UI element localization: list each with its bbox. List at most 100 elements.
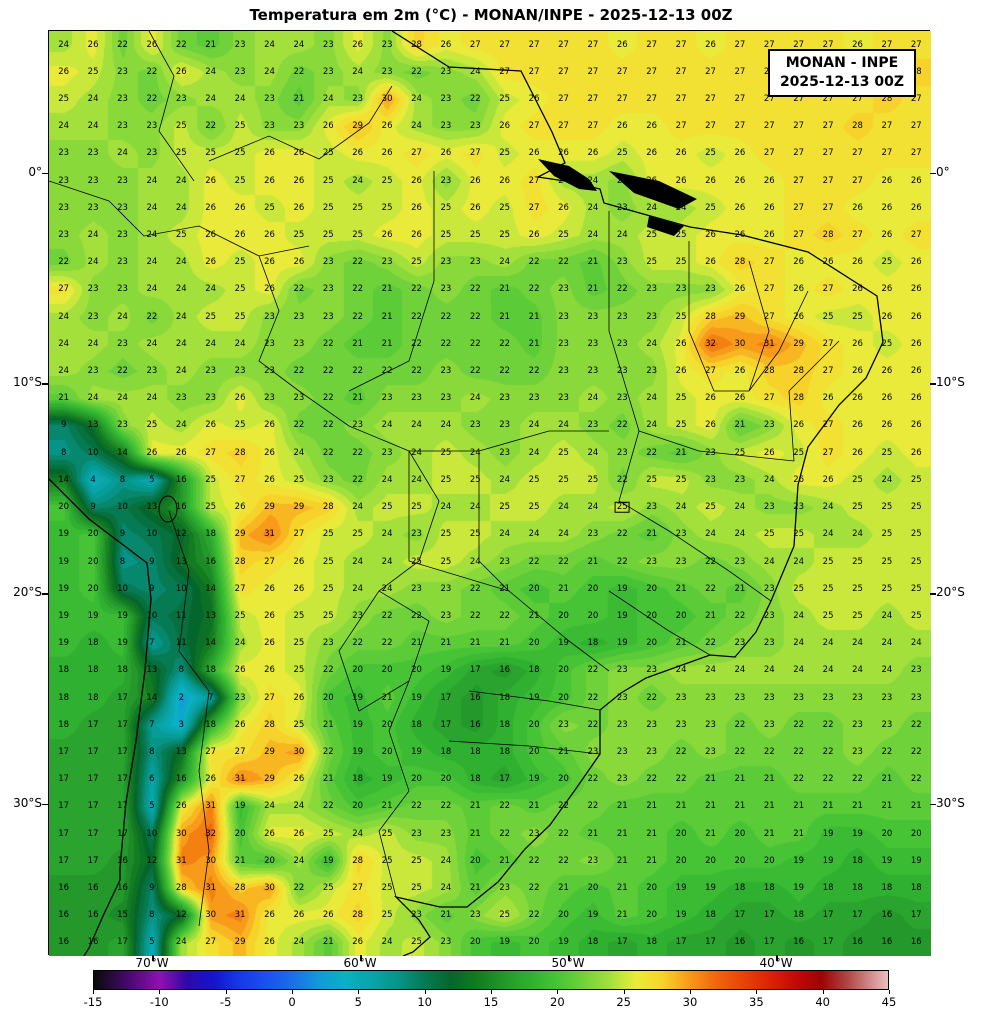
temperature-value: 25 [675, 474, 687, 485]
temperature-value: 23 [646, 365, 658, 376]
temperature-value: 10 [87, 447, 99, 458]
temperature-value: 26 [264, 257, 275, 267]
temperature-value: 24 [675, 202, 687, 213]
temperature-value: 23 [881, 692, 893, 703]
temperature-value: 31 [205, 882, 217, 893]
temperature-value: 24 [234, 338, 246, 349]
temperature-value: 18 [763, 882, 775, 893]
temperature-value: 19 [234, 801, 246, 812]
temperature-value: 25 [499, 501, 511, 512]
temperature-value: 25 [910, 610, 922, 621]
temperature-value: 27 [793, 39, 805, 50]
temperature-value: 21 [469, 801, 481, 812]
colorbar-tick-mark [93, 990, 94, 994]
temperature-value: 25 [499, 909, 511, 920]
temperature-value: 24 [822, 501, 834, 512]
temperature-value: 19 [910, 855, 922, 866]
temperature-value: 26 [734, 393, 746, 404]
temperature-value: 20 [234, 828, 246, 839]
temperature-value: 23 [705, 746, 716, 757]
temperature-value: 21 [322, 773, 334, 784]
temperature-value: 19 [58, 556, 70, 567]
temperature-value: 26 [646, 148, 658, 159]
temperature-value: 26 [205, 773, 217, 784]
temperature-value: 24 [352, 66, 364, 77]
temperature-value: 22 [822, 773, 834, 784]
temperature-value: 19 [58, 610, 70, 621]
temperature-value: 21 [499, 855, 511, 866]
temperature-value: 23 [616, 719, 628, 730]
temperature-value: 23 [205, 393, 217, 404]
temperature-value: 23 [469, 420, 481, 431]
temperature-value: 27 [469, 39, 481, 50]
temperature-value: 19 [616, 583, 628, 594]
temperature-value: 22 [175, 39, 187, 50]
pacific-coastline [49, 478, 152, 956]
temperature-value: 26 [264, 665, 275, 676]
temperature-value: 21 [646, 529, 658, 540]
lat-tick-label-right: 20°S [936, 585, 965, 600]
temperature-value: 22 [322, 665, 334, 676]
temperature-value: 21 [616, 801, 628, 812]
temperature-value: 24 [793, 556, 805, 567]
temperature-value: 19 [675, 882, 687, 893]
temperature-value: 23 [440, 583, 452, 594]
temperature-value: 23 [763, 610, 775, 621]
temperature-value: 25 [87, 66, 99, 77]
colorbar-tick-label: 40 [815, 995, 830, 1009]
temperature-value: 25 [499, 229, 511, 240]
temperature-value: 22 [469, 93, 481, 104]
temperature-value: 17 [58, 801, 70, 812]
temperature-value: 23 [499, 882, 511, 893]
temperature-value: 22 [646, 773, 658, 784]
temperature-value: 27 [558, 120, 569, 131]
temperature-value: 25 [234, 148, 246, 159]
temperature-value: 24 [469, 66, 481, 77]
temperature-value: 8 [149, 746, 155, 757]
temperature-value: 20 [705, 855, 716, 866]
temperature-value: 24 [881, 637, 893, 648]
temperature-value: 27 [234, 474, 246, 485]
temperature-value: 27 [734, 66, 746, 77]
temperature-value: 22 [734, 610, 746, 621]
lat-tick-mark [42, 383, 48, 385]
temperature-value: 18 [646, 937, 658, 948]
temperature-value: 20 [646, 610, 658, 621]
temperature-value: 9 [119, 529, 126, 540]
temperature-value: 26 [822, 257, 834, 267]
temperature-value: 28 [264, 719, 275, 730]
temperature-value: 24 [58, 311, 70, 322]
temperature-value: 25 [646, 257, 658, 267]
temperature-value: 23 [293, 393, 305, 404]
temperature-value: 21 [58, 393, 70, 404]
lat-tick-mark [930, 172, 936, 175]
temperature-value: 25 [469, 229, 481, 240]
temperature-value: 24 [381, 420, 393, 431]
temperature-value: 24 [175, 420, 187, 431]
temperature-value: 22 [499, 801, 511, 812]
temperature-value: 20 [352, 665, 364, 676]
temperature-value: 12 [175, 529, 187, 540]
temperature-value: 25 [881, 583, 893, 594]
temperature-value: 22 [528, 909, 540, 920]
temperature-value: 16 [117, 855, 128, 866]
temperature-value: 28 [352, 909, 364, 920]
temperature-value: 28 [793, 393, 805, 404]
colorbar-tick-mark [623, 990, 625, 994]
temperature-value: 26 [234, 202, 246, 213]
temperature-value: 22 [440, 311, 452, 322]
temperature-value: 16 [87, 882, 99, 893]
temperature-value: 26 [705, 39, 716, 50]
temperature-value: 19 [528, 692, 540, 703]
temperature-value: 28 [352, 855, 364, 866]
temperature-value: 30 [381, 93, 393, 104]
temperature-value: 21 [381, 692, 393, 703]
temperature-value: 21 [558, 583, 569, 594]
temperature-value: 21 [910, 801, 922, 812]
temperature-value: 17 [87, 855, 99, 866]
temperature-value: 30 [293, 746, 305, 757]
temperature-value: 30 [264, 882, 275, 893]
temperature-value: 23 [117, 338, 128, 349]
temperature-value: 21 [734, 773, 746, 784]
